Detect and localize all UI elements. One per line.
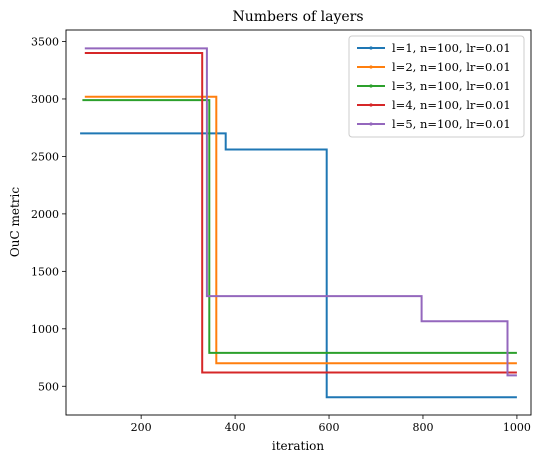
legend: l=1, n=100, lr=0.01 l=2, n=100, lr=0.01 l=…: [348, 35, 525, 138]
series-line-4: [84, 52, 517, 374]
x-tick-label: 600: [319, 421, 340, 434]
legend-marker-2: [369, 65, 373, 69]
y-tick-label: 1000: [31, 323, 59, 336]
legend-label-1: l=1, n=100, lr=0.01: [392, 41, 511, 55]
series-line-2: [84, 95, 517, 365]
series-line-3: [82, 99, 517, 354]
x-axis-label: iteration: [272, 439, 325, 453]
x-tick-label: 400: [225, 421, 246, 434]
legend-label-5: l=5, n=100, lr=0.01: [392, 117, 511, 131]
legend-label-3: l=3, n=100, lr=0.01: [392, 79, 511, 93]
x-tick-label: 800: [412, 421, 433, 434]
y-axis: 500 1000 1500 2000 2500 3000 3500: [31, 35, 66, 393]
series-line-1: [80, 132, 517, 399]
y-tick-label: 2000: [31, 208, 59, 221]
x-tick-label: 200: [131, 421, 152, 434]
legend-label-4: l=4, n=100, lr=0.01: [392, 98, 511, 112]
series-line-5: [84, 47, 517, 377]
legend-marker-5: [369, 122, 373, 126]
legend-marker-3: [369, 84, 373, 88]
legend-marker-4: [369, 103, 373, 107]
x-axis: 200 400 600 800 1000: [131, 415, 531, 434]
legend-marker-1: [369, 46, 373, 50]
legend-box: [348, 35, 525, 138]
y-axis-label: OuC metric: [8, 187, 22, 257]
chart-title: Numbers of layers: [232, 9, 363, 25]
y-tick-label: 2500: [31, 150, 59, 163]
x-tick-label: 1000: [503, 421, 531, 434]
y-tick-label: 3000: [31, 93, 59, 106]
y-tick-label: 1500: [31, 265, 59, 278]
y-tick-label: 3500: [31, 35, 59, 48]
y-tick-label: 500: [38, 380, 59, 393]
plot-lines: [80, 47, 517, 399]
plot-frame: [65, 29, 532, 416]
legend-label-2: l=2, n=100, lr=0.01: [392, 60, 511, 74]
